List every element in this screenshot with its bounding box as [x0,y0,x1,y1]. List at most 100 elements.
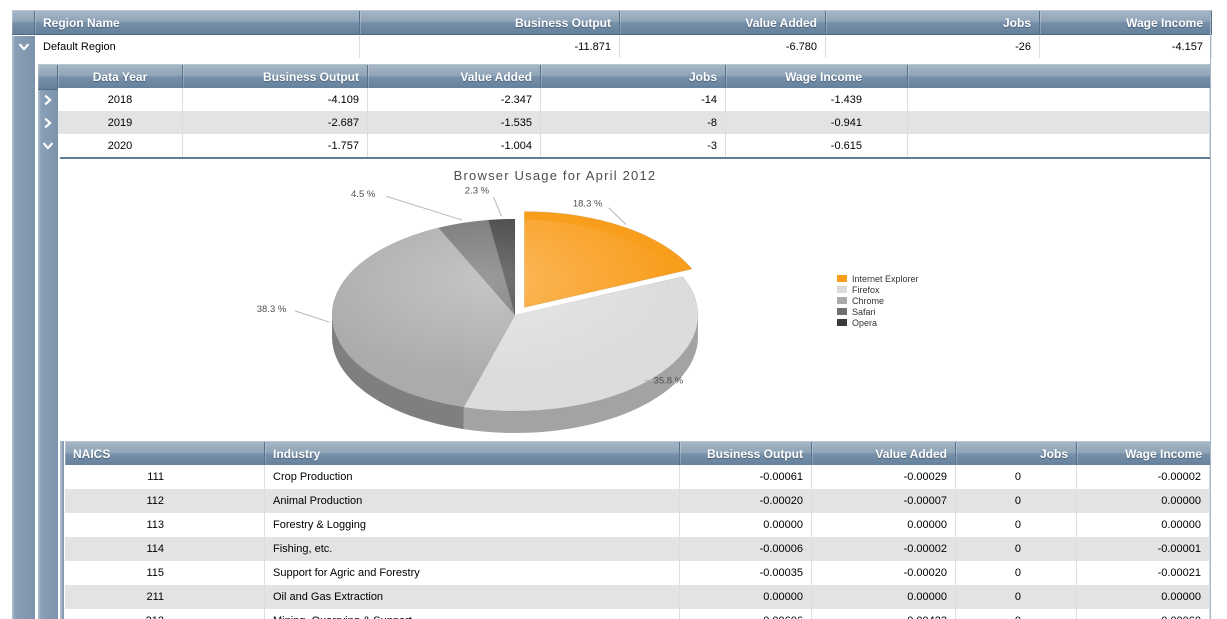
naics-row[interactable]: 115 Support for Agric and Forestry -0.0003… [65,561,1210,585]
year-row[interactable]: 2020 -1.757 -1.004 -3 -0.615 [58,134,1210,157]
chevron-right-icon[interactable] [42,117,54,129]
column-header-jobs[interactable]: Jobs [541,65,726,89]
cell-wage-income: -4.157 [1040,36,1212,58]
year-grid-header: Data Year Business Output Value Added Jo… [38,64,1210,90]
naics-row[interactable]: 113 Forestry & Logging 0.00000 0.00000 0 0.00… [65,513,1210,537]
pie-chart[interactable]: 18.3 % 35.8 % 38.3 % 4.5 % 2.3 % [65,163,845,439]
column-header-wage-income[interactable]: Wage Income [726,65,908,89]
cell-business-output: 0.00000 [680,513,812,537]
column-header-region-name[interactable]: Region Name [35,11,360,34]
column-header-value-added[interactable]: Value Added [368,65,541,89]
year-row[interactable]: 2018 -4.109 -2.347 -14 -1.439 [58,88,1210,111]
cell-industry: Crop Production [265,465,680,489]
column-header-business-output[interactable]: Business Output [183,65,368,89]
cell-naics: 115 [65,561,265,585]
cell-wage-income: -0.00060 [1077,609,1210,619]
legend-item[interactable]: Chrome [837,295,919,306]
legend-swatch [837,308,847,315]
legend-label: Opera [852,317,878,328]
cell-filler [908,88,1210,111]
cell-naics: 111 [65,465,265,489]
cell-naics: 113 [65,513,265,537]
column-header-value-added[interactable]: Value Added [620,11,826,34]
cell-jobs: 0 [956,513,1077,537]
cell-industry: Forestry & Logging [265,513,680,537]
column-header-data-year[interactable]: Data Year [58,65,183,89]
legend-label: Chrome [852,295,885,306]
column-header-naics[interactable]: NAICS [65,442,265,466]
naics-grid-rows: 111 Crop Production -0.00061 -0.00029 0 -0.00… [65,465,1210,619]
column-header-wage-income[interactable]: Wage Income [1040,11,1212,34]
svg-text:35.8 %: 35.8 % [654,376,684,387]
cell-industry: Mining, Quarrying & Support [265,609,680,619]
naics-grid-header: NAICS Industry Business Output Value Add… [65,441,1210,467]
legend-label: Internet Explorer [852,273,919,284]
cell-value-added: -6.780 [620,36,826,58]
cell-value-added: -2.347 [368,88,541,111]
chart-legend: Internet Explorer Firefox Chrome Safari … [837,273,919,328]
legend-item[interactable]: Opera [837,317,919,328]
cell-jobs: 0 [956,537,1077,561]
outer-grid-header: Region Name Business Output Value Added … [12,10,1212,35]
region-row[interactable]: Default Region -11.871 -6.780 -26 -4.157 [35,36,1212,58]
cell-wage-income: 0.00000 [1077,489,1210,513]
column-header-jobs[interactable]: Jobs [956,442,1077,466]
cell-business-output: -1.757 [183,134,368,157]
cell-jobs: 0 [956,585,1077,609]
cell-business-output: -0.00061 [680,465,812,489]
legend-swatch [837,275,847,282]
legend-swatch [837,297,847,304]
naics-row[interactable]: 112 Animal Production -0.00020 -0.00007 0 0.0… [65,489,1210,513]
year-grid-filler-header [908,65,1210,89]
pie-chart-panel: Browser Usage for April 2012 18.3 % 35.8 … [65,163,1210,439]
cell-data-year: 2019 [58,111,183,134]
cell-value-added: -0.00007 [812,489,956,513]
legend-item[interactable]: Internet Explorer [837,273,919,284]
year-row[interactable]: 2019 -2.687 -1.535 -8 -0.941 [58,111,1210,134]
cell-jobs: 0 [956,561,1077,585]
column-header-value-added[interactable]: Value Added [812,442,956,466]
cell-business-output: -2.687 [183,111,368,134]
cell-wage-income: -0.615 [726,134,908,157]
column-header-industry[interactable]: Industry [265,442,680,466]
year-grid-bottom-border [60,157,1210,159]
cell-business-output: -0.00606 [680,609,812,619]
svg-text:4.5 %: 4.5 % [351,189,376,200]
cell-naics: 114 [65,537,265,561]
naics-row[interactable]: 111 Crop Production -0.00061 -0.00029 0 -0.00… [65,465,1210,489]
cell-jobs: -3 [541,134,726,157]
chevron-down-icon[interactable] [42,140,54,152]
cell-jobs: -14 [541,88,726,111]
cell-naics: 112 [65,489,265,513]
column-header-business-output[interactable]: Business Output [360,11,620,34]
outer-grid-corner-cell [12,11,35,34]
cell-business-output: -4.109 [183,88,368,111]
naics-row[interactable]: 212Mining, Quarrying & Support-0.00606-0… [65,609,1210,619]
cell-wage-income: -0.941 [726,111,908,134]
column-header-jobs[interactable]: Jobs [826,11,1040,34]
legend-item[interactable]: Safari [837,306,919,317]
cell-business-output: -11.871 [360,36,620,58]
legend-label: Safari [852,306,876,317]
cell-wage-income: -0.00002 [1077,465,1210,489]
legend-swatch [837,319,847,326]
outer-detail-indicator-strip [12,36,35,619]
cell-value-added: -1.535 [368,111,541,134]
cell-region-name: Default Region [35,36,360,58]
grid-right-border [1210,10,1211,619]
chevron-down-icon[interactable] [18,41,30,53]
cell-wage-income: -1.439 [726,88,908,111]
chevron-right-icon[interactable] [42,94,54,106]
cell-jobs: 0 [956,609,1077,619]
naics-detail-indicator-strip [60,441,64,619]
naics-row[interactable]: 114 Fishing, etc. -0.00006 -0.00002 0 -0.0000… [65,537,1210,561]
legend-item[interactable]: Firefox [837,284,919,295]
column-header-business-output[interactable]: Business Output [680,442,812,466]
year-grid-rows: 2018 -4.109 -2.347 -14 -1.439 2019 -2.687 -1.53… [58,88,1210,157]
naics-row[interactable]: 211 Oil and Gas Extraction 0.00000 0.00000 0… [65,585,1210,609]
svg-text:38.3 %: 38.3 % [257,304,287,315]
column-header-wage-income[interactable]: Wage Income [1077,442,1210,466]
cell-industry: Support for Agric and Forestry [265,561,680,585]
cell-value-added: 0.00000 [812,513,956,537]
